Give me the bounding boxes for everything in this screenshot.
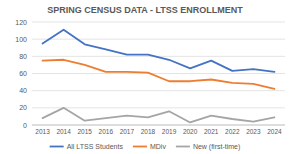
legend-label: New (first-time) bbox=[193, 143, 240, 151]
grid-line bbox=[32, 90, 285, 91]
background bbox=[0, 0, 290, 154]
y-tick-label: 100 bbox=[15, 36, 27, 43]
grid-line bbox=[32, 73, 285, 74]
x-tick-label: 2024 bbox=[267, 128, 282, 135]
title: SPRING CENSUS DATA - LTSS ENROLLMENT bbox=[47, 5, 243, 15]
grid-line bbox=[32, 125, 285, 126]
series-line bbox=[43, 108, 275, 123]
legend-label: All LTSS Students bbox=[67, 143, 124, 150]
x-tick-label: 2014 bbox=[56, 128, 71, 135]
y-tick-label: 120 bbox=[15, 19, 27, 26]
x-tick-label: 2013 bbox=[35, 128, 50, 135]
y-tick-label: 0 bbox=[23, 122, 27, 129]
legend: All LTSS Students MDiv New (first-time) bbox=[50, 143, 241, 151]
grid-line bbox=[32, 22, 285, 23]
grid-line bbox=[32, 107, 285, 108]
y-tick-label: 60 bbox=[19, 70, 27, 77]
series-line bbox=[43, 30, 275, 72]
x-tick-label: 2020 bbox=[183, 128, 198, 135]
y-tick-label: 40 bbox=[19, 87, 27, 94]
x-tick-label: 2021 bbox=[204, 128, 219, 135]
x-tick-label: 2017 bbox=[120, 128, 135, 135]
x-tick-label: 2018 bbox=[141, 128, 156, 135]
x-tick-label: 2022 bbox=[225, 128, 240, 135]
x-tick-label: 2016 bbox=[99, 128, 114, 135]
legend-label: MDiv bbox=[150, 143, 166, 150]
legend-swatch bbox=[133, 146, 147, 148]
legend-swatch bbox=[176, 146, 190, 148]
grid-line bbox=[32, 39, 285, 40]
series-line bbox=[43, 60, 275, 89]
chart: SPRING CENSUS DATA - LTSS ENROLLMENT 0 20 4… bbox=[0, 0, 290, 154]
x-axis bbox=[32, 125, 285, 126]
y-tick-label: 80 bbox=[19, 53, 27, 60]
x-tick-label: 2015 bbox=[77, 128, 92, 135]
x-tick-label: 2019 bbox=[162, 128, 177, 135]
legend-swatch bbox=[50, 146, 64, 148]
x-tick-label: 2023 bbox=[246, 128, 261, 135]
plot-area bbox=[43, 30, 275, 123]
y-tick-label: 20 bbox=[19, 104, 27, 111]
